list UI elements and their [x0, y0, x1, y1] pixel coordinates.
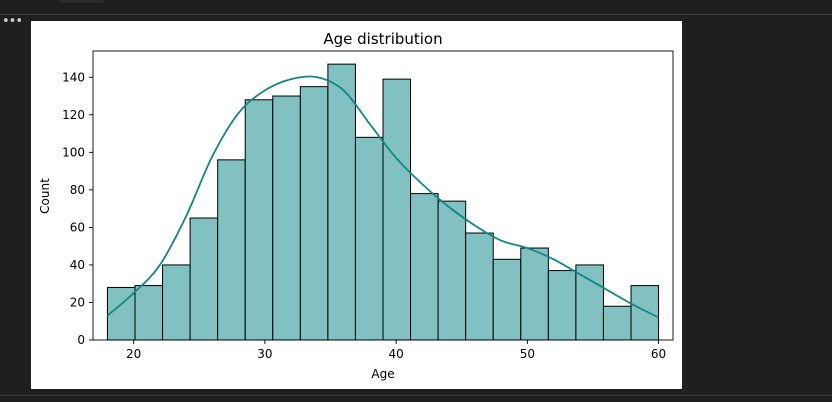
x-tick-label: 30 [257, 347, 272, 361]
y-tick-label: 40 [70, 258, 85, 272]
x-tick-label: 40 [388, 347, 403, 361]
y-axis-label: Count [38, 178, 52, 214]
histogram-bar [272, 95, 301, 341]
output-more-icon[interactable]: ••• [2, 14, 23, 29]
histogram-bar [354, 136, 384, 341]
y-tick-label: 20 [70, 295, 85, 309]
histogram-bar [520, 247, 549, 341]
kde-curve [106, 75, 659, 319]
chart-output: Age distribution 0 20 40 60 80 100 120 140 20 30… [31, 21, 682, 389]
cell-bottom-edge [0, 395, 832, 402]
histogram-bar [547, 270, 577, 341]
histogram-bar [602, 305, 632, 341]
histogram-bar [437, 200, 467, 341]
histogram-bar [134, 285, 164, 341]
histogram-bar [244, 99, 274, 341]
histogram-chart: Age distribution 0 20 40 60 80 100 120 140 20 30… [38, 30, 674, 381]
chart-title: Age distribution [323, 30, 442, 48]
histogram-bar [189, 217, 219, 341]
x-tick-label: 20 [126, 347, 141, 361]
histogram-bar [162, 264, 191, 341]
x-tick-label: 50 [520, 347, 535, 361]
y-tick-label: 60 [70, 220, 85, 234]
histogram-bar [465, 232, 494, 341]
x-tick-label: 60 [651, 347, 666, 361]
histogram-bar [630, 285, 660, 341]
histogram-bar [217, 159, 246, 341]
histogram-bar [382, 78, 412, 341]
plot-frame [92, 50, 674, 341]
histogram-bar [492, 258, 522, 341]
histogram-bar [575, 264, 604, 341]
y-tick-label: 80 [70, 183, 85, 197]
histogram-bar [327, 63, 356, 341]
y-tick-label: 0 [77, 333, 85, 347]
y-tick-label: 120 [62, 108, 85, 122]
histogram-bar [410, 193, 439, 341]
cell-top-edge [0, 0, 832, 15]
x-axis-label: Age [371, 367, 394, 381]
y-tick-label: 140 [62, 70, 85, 84]
code-fragment [60, 0, 104, 3]
histogram-bar [299, 86, 329, 341]
y-tick-label: 100 [62, 145, 85, 159]
